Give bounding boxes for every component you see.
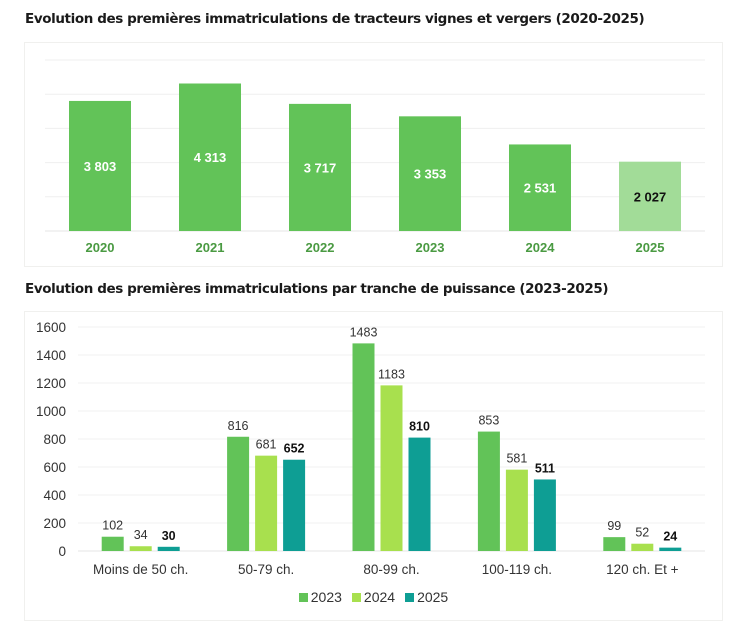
bar-2025 [533,479,556,551]
category-label: Moins de 50 ch. [93,562,188,577]
data-label: 34 [134,528,148,542]
data-label: 1183 [378,367,405,381]
bar-2023 [477,431,500,551]
chart2-legend: 2023 2024 2025 [0,589,747,605]
data-label: 810 [409,420,430,434]
data-label: 853 [478,414,499,428]
bar-2025 [659,547,682,551]
legend-swatch [298,592,308,602]
legend-item: 2023 [298,589,342,605]
bar [399,116,461,231]
bar [179,83,241,232]
bar [289,103,351,231]
data-label: 2 027 [634,189,667,204]
data-label: 681 [256,438,277,452]
legend-label: 2025 [417,589,449,605]
data-label: 3 803 [84,159,117,174]
category-label: 2023 [416,240,445,255]
bar-2023 [352,343,375,551]
category-label: 100-119 ch. [482,562,552,577]
data-label: 102 [102,519,123,533]
data-label: 511 [535,461,555,475]
bar-2023 [603,537,626,551]
data-label: 3 717 [304,160,337,175]
chart1-title: Evolution des premières immatriculations… [25,11,645,27]
category-label: 50-79 ch. [238,562,294,577]
y-tick-label: 1400 [36,348,66,363]
y-tick-label: 1200 [36,376,66,391]
data-label: 4 313 [194,150,227,165]
category-label: 2025 [636,240,665,255]
category-label: 2021 [196,240,225,255]
data-label: 652 [284,442,305,456]
category-label: 2024 [526,240,556,255]
bar-2025 [283,459,306,551]
legend-swatch [351,592,361,602]
y-tick-label: 600 [43,460,66,475]
data-label: 581 [506,452,527,466]
category-label: 2020 [86,240,115,255]
legend-item: 2024 [351,589,396,605]
chart2-title: Evolution des premières immatriculations… [25,281,609,297]
bar-2025 [157,546,180,551]
data-label: 52 [635,526,649,540]
bar-2024 [129,546,152,551]
y-tick-label: 1000 [36,404,66,419]
data-label: 2 531 [524,181,557,196]
category-label: 80-99 ch. [363,562,419,577]
y-tick-label: 400 [43,488,66,503]
legend-label: 2024 [363,589,396,605]
bar-2025 [408,437,431,551]
data-label: 1483 [350,325,378,339]
bar [509,144,571,231]
y-tick-label: 800 [43,432,66,447]
y-tick-label: 0 [58,544,66,559]
bar-2024 [631,543,654,551]
bar-2024 [505,469,528,551]
legend-item: 2025 [405,589,448,605]
bar-2024 [255,455,278,551]
category-label: 2022 [306,240,335,255]
chart1-panel [24,42,723,267]
y-tick-label: 200 [43,516,66,531]
bar [619,161,681,231]
data-label: 99 [607,519,621,533]
bar-2023 [101,536,124,551]
data-label: 30 [162,529,176,543]
category-label: 120 ch. Et + [606,562,679,577]
data-label: 3 353 [414,167,447,182]
data-label: 816 [228,419,249,433]
bar-2024 [380,385,403,551]
data-label: 24 [663,530,677,544]
y-tick-label: 1600 [36,320,66,335]
legend-swatch [405,592,415,602]
legend-label: 2023 [310,589,342,605]
bar [69,100,131,231]
bar-2023 [227,436,250,551]
